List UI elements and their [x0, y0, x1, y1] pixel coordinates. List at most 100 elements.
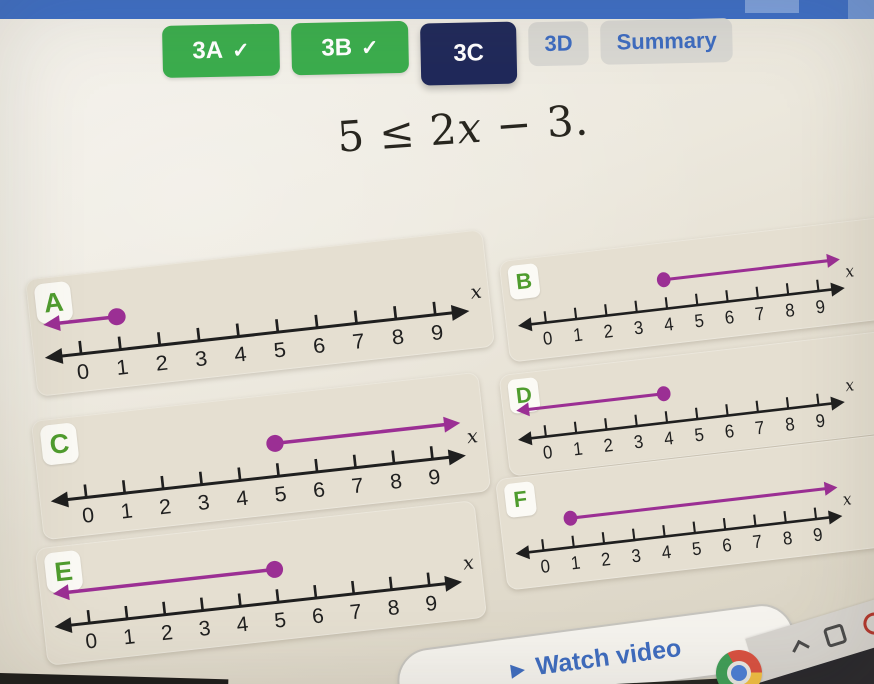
chrome-icon[interactable]	[716, 650, 762, 684]
svg-text:x: x	[466, 424, 480, 448]
svg-text:5: 5	[693, 310, 705, 332]
svg-text:8: 8	[391, 325, 406, 350]
svg-text:5: 5	[273, 609, 287, 633]
svg-text:2: 2	[154, 351, 169, 376]
question-equation: 5 ≤ 2x − 3.	[327, 95, 600, 163]
svg-text:1: 1	[115, 355, 130, 380]
svg-text:0: 0	[542, 441, 554, 463]
svg-text:2: 2	[602, 434, 614, 456]
svg-text:1: 1	[572, 438, 584, 460]
check-icon: ✓	[360, 35, 379, 60]
tab-summary[interactable]: Summary	[600, 18, 734, 65]
svg-text:3: 3	[194, 347, 209, 372]
svg-text:9: 9	[430, 320, 445, 345]
equation-right: − 3.	[480, 95, 591, 152]
svg-text:6: 6	[721, 534, 733, 556]
svg-text:5: 5	[273, 483, 287, 507]
svg-text:1: 1	[120, 500, 134, 524]
svg-text:4: 4	[663, 313, 675, 335]
browser-top-bar	[0, 0, 874, 19]
svg-text:2: 2	[602, 320, 614, 342]
tab-3d[interactable]: 3D	[528, 21, 590, 67]
tab-3b-label: 3B	[321, 34, 353, 62]
svg-text:2: 2	[160, 621, 174, 645]
number-line-graphic: 0 1 2 3 4 5 6 7 8 9x	[516, 375, 855, 463]
number-line-graphic: 0 1 2 3 4 5 6 7 8 9x	[518, 253, 855, 349]
tab-3b[interactable]: 3B ✓	[290, 20, 410, 76]
svg-text:9: 9	[424, 592, 438, 616]
svg-text:9: 9	[427, 466, 441, 490]
task-tab-bar: 3A ✓ 3B ✓ 3C 3D Summary	[162, 14, 734, 91]
tab-3d-label: 3D	[544, 30, 573, 56]
tab-3c-label: 3C	[453, 39, 485, 67]
svg-text:2: 2	[158, 495, 172, 519]
watch-video-label: Watch video	[534, 633, 683, 681]
tab-3a[interactable]: 3A ✓	[162, 23, 281, 78]
tab-summary-label: Summary	[616, 27, 718, 55]
svg-text:4: 4	[661, 541, 673, 563]
svg-text:4: 4	[235, 613, 249, 637]
svg-text:6: 6	[312, 478, 326, 502]
svg-text:5: 5	[693, 424, 705, 446]
shelf-app-icon-red[interactable]	[860, 609, 874, 638]
svg-text:7: 7	[350, 474, 364, 498]
svg-text:6: 6	[312, 334, 327, 359]
svg-text:3: 3	[633, 317, 645, 339]
svg-text:1: 1	[572, 324, 584, 346]
svg-text:8: 8	[784, 299, 796, 321]
svg-text:7: 7	[351, 329, 366, 354]
svg-text:9: 9	[814, 296, 826, 318]
svg-text:7: 7	[751, 531, 763, 553]
svg-text:0: 0	[76, 360, 91, 385]
svg-text:x: x	[844, 261, 855, 282]
photo-edge-dark-left	[0, 672, 229, 684]
svg-text:0: 0	[84, 629, 98, 653]
check-icon: ✓	[231, 38, 250, 63]
svg-text:3: 3	[630, 545, 642, 567]
svg-text:3: 3	[633, 431, 645, 453]
top-bar-highlight	[745, 0, 799, 13]
svg-text:8: 8	[784, 413, 796, 435]
tab-3c[interactable]: 3C	[420, 21, 518, 86]
svg-text:7: 7	[349, 600, 363, 624]
svg-text:1: 1	[570, 552, 582, 574]
svg-text:8: 8	[782, 527, 794, 549]
svg-text:4: 4	[233, 342, 248, 367]
shelf-app-icon[interactable]	[822, 623, 848, 649]
number-line-graphic: 0 1 2 3 4 5 6 7 8 9x	[43, 280, 483, 385]
number-line-graphic: 0 1 2 3 4 5 6 7 8 9x	[50, 416, 480, 528]
svg-text:8: 8	[386, 596, 400, 620]
svg-text:2: 2	[600, 548, 612, 570]
svg-text:0: 0	[539, 555, 551, 577]
tab-3a-label: 3A	[192, 36, 224, 65]
equation-left: 5 ≤ 2	[335, 104, 460, 162]
number-line-graphic: 0 1 2 3 4 5 6 7 8 9 x	[52, 552, 475, 654]
svg-text:6: 6	[311, 604, 325, 628]
svg-text:x: x	[469, 280, 483, 304]
svg-text:7: 7	[754, 303, 766, 325]
svg-text:x: x	[844, 375, 855, 396]
shelf-caret-up-icon[interactable]	[792, 639, 810, 657]
svg-text:4: 4	[663, 427, 675, 449]
svg-text:x: x	[842, 489, 853, 510]
svg-text:4: 4	[235, 487, 250, 511]
svg-text:3: 3	[198, 617, 212, 641]
svg-text:5: 5	[691, 538, 703, 560]
number-line-graphic: 0 1 2 3 4 5 6 7 8 9x	[515, 481, 853, 577]
svg-text:x: x	[462, 552, 475, 575]
top-bar-highlight-corner	[848, 0, 874, 19]
svg-text:0: 0	[542, 327, 554, 349]
svg-text:9: 9	[814, 410, 826, 432]
svg-text:9: 9	[812, 524, 824, 546]
svg-text:5: 5	[272, 338, 287, 363]
play-icon: ▶	[509, 659, 526, 680]
svg-text:1: 1	[122, 625, 136, 649]
equation-variable: x	[455, 102, 484, 154]
